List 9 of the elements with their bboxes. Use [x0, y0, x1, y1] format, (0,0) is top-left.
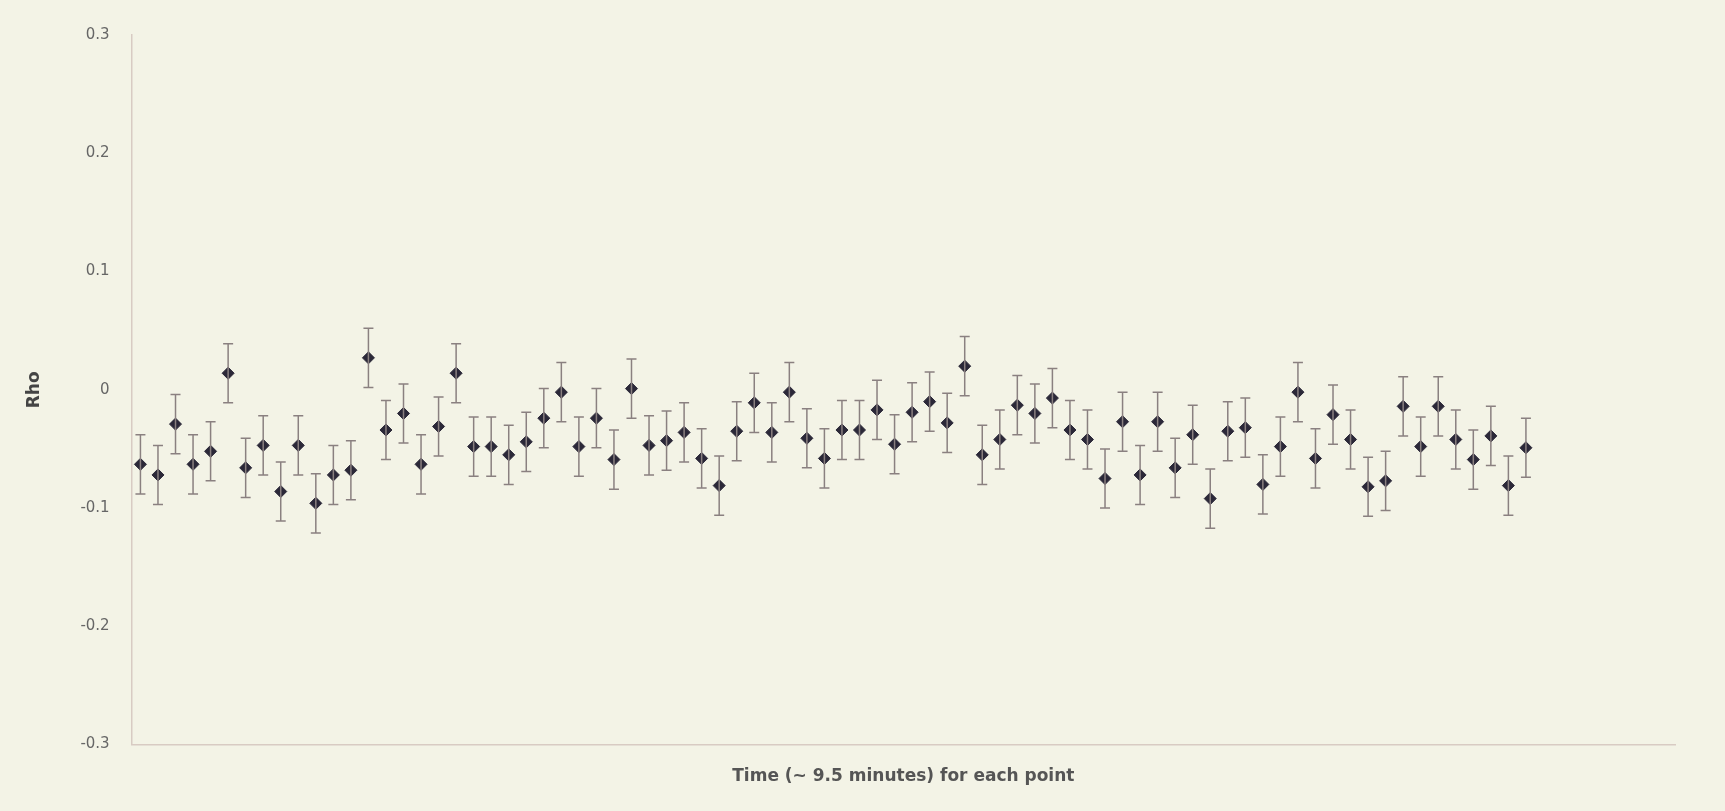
y-axis-title: Rho — [22, 371, 43, 409]
y-tick-label: -0.2 — [80, 616, 110, 635]
y-tick-label: 0 — [100, 379, 110, 398]
y-tick-label: -0.1 — [80, 497, 110, 516]
y-tick-label: -0.3 — [80, 734, 110, 753]
y-tick-label: 0.1 — [85, 261, 110, 280]
x-axis-title: Time (~ 9.5 minutes) for each point — [732, 765, 1075, 786]
y-tick-label: 0.2 — [85, 143, 110, 162]
y-tick-label: 0.3 — [85, 24, 110, 43]
